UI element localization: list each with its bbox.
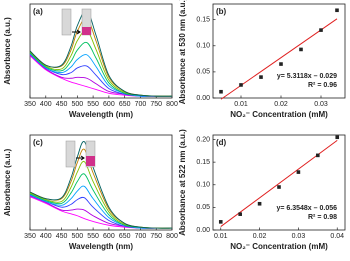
- x-tick-label: 450: [56, 233, 68, 240]
- data-point: [279, 62, 283, 66]
- plot-frame: [212, 134, 346, 231]
- y-tick-label: 0.00: [196, 95, 210, 102]
- spectrum-line: [29, 10, 173, 97]
- data-point: [316, 153, 320, 158]
- spectrum-line: [29, 41, 173, 97]
- y-tick-label: 0.05: [196, 69, 210, 76]
- y-axis-label: Absorbance at 530 nm (a.u.): [178, 0, 187, 104]
- x-axis-label: Wavelength (nm): [69, 242, 133, 251]
- x-tick-label: 800: [166, 101, 178, 108]
- data-point: [319, 28, 323, 32]
- y-axis-label: Absorbance (a.u.): [3, 148, 12, 216]
- equation: R² = 0.96: [308, 82, 337, 89]
- panel-label: (d): [216, 138, 227, 147]
- data-point: [335, 135, 340, 140]
- x-tick-label: 0.03: [292, 233, 306, 240]
- x-tick-label: 800: [166, 233, 178, 240]
- panel-label: (a): [33, 7, 43, 16]
- panel: (b) 0.01 0.02 0.03 0.00 0.05 0.10 0.15 NO₂⁻ Conc…: [178, 0, 346, 119]
- x-tick-label: 500: [71, 101, 83, 108]
- inset-c: [65, 140, 96, 168]
- x-tick-label: 400: [40, 101, 52, 108]
- spectrum-line: [29, 160, 173, 229]
- x-tick-label: 350: [24, 233, 36, 240]
- data-point: [238, 212, 242, 216]
- equation: R² = 0.98: [308, 214, 337, 221]
- panel: (c) 350 400 450 500 550 600 650 700 750 800 Wavelen…: [3, 134, 178, 251]
- data-point: [218, 220, 223, 224]
- vial: [61, 8, 72, 36]
- x-tick-label: 0.02: [253, 233, 267, 240]
- inset-a: [61, 8, 92, 36]
- panel: (d) 0.01 0.02 0.03 0.04 0.00 0.05 0.10 0.15 0.20 N…: [178, 129, 346, 251]
- x-tick-label: 650: [119, 233, 131, 240]
- x-tick-label: 650: [119, 101, 131, 108]
- x-tick-label: 0.02: [274, 101, 288, 108]
- spectrum-line: [29, 141, 173, 229]
- vial-solution: [86, 156, 95, 166]
- x-axis-label: NO₂⁻ Concentration (mM): [230, 242, 328, 251]
- data-point: [296, 170, 301, 174]
- x-tick-label: 600: [103, 101, 115, 108]
- x-tick-label: 600: [103, 233, 115, 240]
- y-axis-label: Absorbance at 522 nm (a.u.): [178, 129, 187, 236]
- panel-label: (c): [33, 138, 43, 147]
- y-axis-label: Absorbance (a.u.): [3, 17, 12, 85]
- data-point: [299, 47, 303, 52]
- data-point: [239, 83, 243, 87]
- x-tick-label: 0.01: [214, 233, 228, 240]
- data-point: [257, 201, 262, 206]
- y-tick-label: 0.05: [196, 204, 210, 211]
- y-tick-label: 0.20: [196, 136, 210, 143]
- equation: y= 6.3548x – 0.056: [276, 205, 337, 212]
- arrow: [72, 29, 81, 35]
- x-tick-label: 700: [135, 101, 147, 108]
- data-point: [219, 89, 223, 94]
- vial: [65, 140, 76, 168]
- vial-solution: [82, 27, 91, 35]
- y-tick-label: 0.00: [196, 227, 210, 234]
- spectrum-line: [29, 17, 173, 97]
- panel: (a) 350 400 450 500 550 600 650 700 750 800 Wavelen…: [3, 3, 178, 119]
- y-tick-label: 0.15: [196, 159, 210, 166]
- plot-frame: [212, 3, 346, 99]
- data-point: [335, 8, 339, 13]
- equation: y= 5.3118x – 0.029: [277, 73, 337, 80]
- x-tick-label: 500: [71, 233, 83, 240]
- x-tick-label: 0.03: [314, 101, 328, 108]
- y-tick-label: 0.15: [196, 17, 210, 24]
- x-axis-label: Wavelength (nm): [69, 110, 133, 119]
- x-axis-label: NO₂⁻ Concentration (mM): [230, 110, 328, 119]
- plot-frame: [29, 134, 173, 231]
- y-tick-label: 0.10: [196, 43, 210, 50]
- x-tick-label: 350: [24, 101, 36, 108]
- spectrum-line: [29, 185, 172, 229]
- panel-label: (b): [216, 7, 227, 16]
- y-tick-label: 0.10: [196, 182, 210, 189]
- data-point: [277, 185, 281, 189]
- x-tick-label: 750: [150, 101, 162, 108]
- spectrum-line: [29, 53, 172, 97]
- x-tick-label: 550: [87, 233, 99, 240]
- vial: [85, 140, 96, 168]
- x-tick-label: 0.01: [234, 101, 248, 108]
- arrow: [76, 155, 85, 161]
- x-tick-label: 0.04: [330, 233, 344, 240]
- data-point: [259, 75, 263, 79]
- x-tick-label: 750: [150, 233, 162, 240]
- x-tick-label: 400: [40, 233, 52, 240]
- x-tick-label: 450: [56, 101, 68, 108]
- x-tick-label: 700: [135, 233, 147, 240]
- x-tick-label: 550: [87, 101, 99, 108]
- spectrum-line: [29, 29, 173, 97]
